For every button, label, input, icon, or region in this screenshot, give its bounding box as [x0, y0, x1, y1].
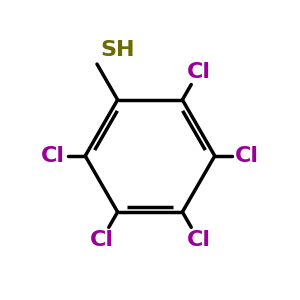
Text: Cl: Cl	[89, 230, 113, 250]
Text: Cl: Cl	[235, 146, 259, 166]
Text: Cl: Cl	[187, 62, 211, 82]
Text: Cl: Cl	[41, 146, 65, 166]
Text: Cl: Cl	[187, 230, 211, 250]
Text: SH: SH	[100, 40, 134, 60]
